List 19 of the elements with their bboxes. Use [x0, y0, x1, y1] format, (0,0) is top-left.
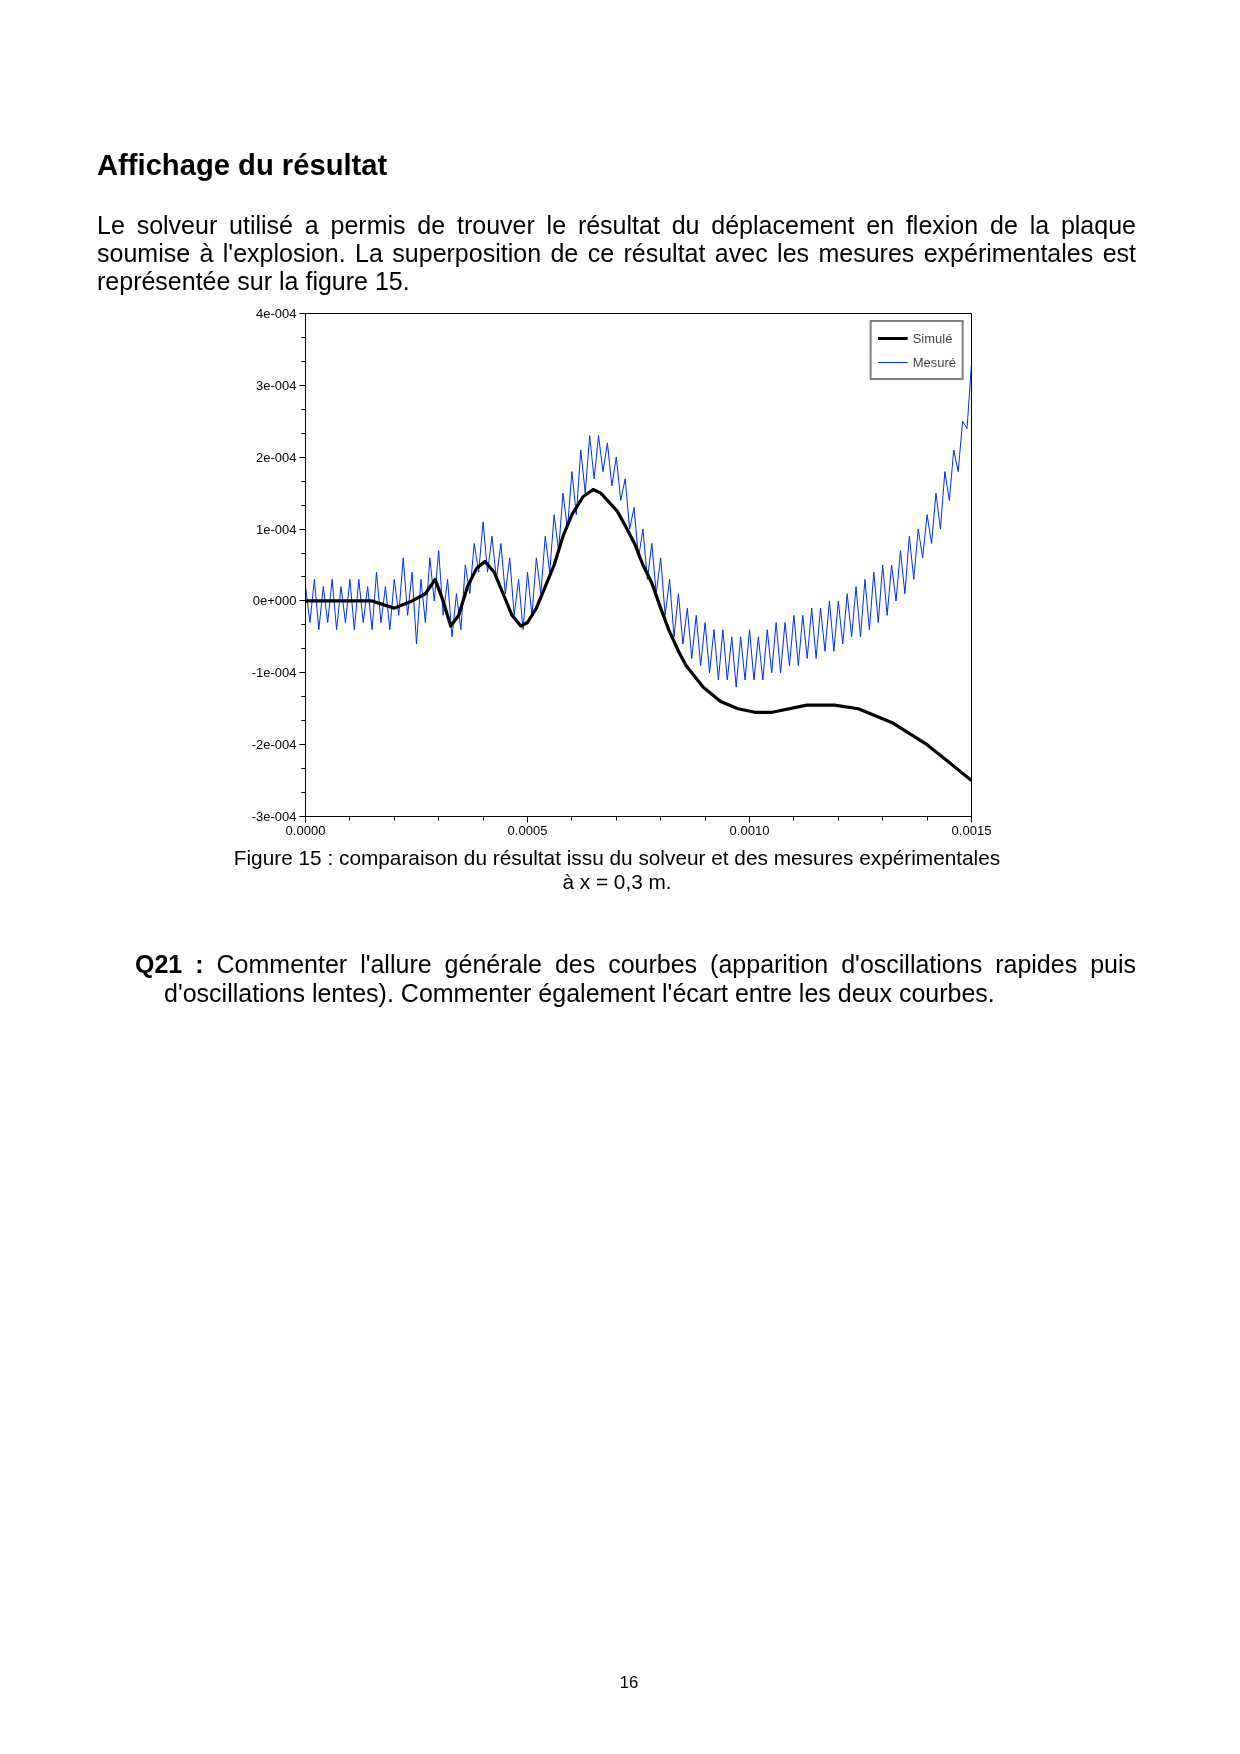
- chart-subtitle: Le solveur utilisé a permis de trouver le résultat du déplacement en flexion de la plaque soumise à l'explosion. La superposition de ce résultat avec les mesures expérimentales est représentée sur la figure 15.: [97, 211, 1136, 295]
- x-tick-label: 0.0000: [285, 822, 326, 838]
- caption: Figure 15 : comparaison du résultat issu du solveur et des mesures expérimentales à x = 0,3 m.: [232, 846, 1002, 894]
- legend-label: Simulé: [912, 330, 953, 346]
- text: Q21 : Commenter l'allure générale des courbes (apparition d'oscillations rapides puis d'oscillations lentes). Commenter également l'écart entre les deux courbes.: [135, 950, 1136, 1008]
- chart-title: Affichage du résultat: [97, 149, 388, 181]
- y-tick-label: 0e+000: [252, 593, 297, 609]
- y-tick-label: -1e-004: [251, 665, 297, 681]
- y-tick-label: -2e-004: [251, 737, 297, 753]
- x-tick-label: 0.0005: [507, 822, 548, 838]
- x-tick-label: 0.0010: [729, 822, 770, 838]
- y-tick-label: 2e-004: [256, 449, 297, 465]
- y-tick-label: -3e-004: [251, 809, 297, 824]
- y-tick-label: 1e-004: [256, 521, 297, 537]
- legend-label: Mesuré: [912, 354, 956, 370]
- y-tick-label: 3e-004: [256, 377, 297, 393]
- text: 16: [619, 1673, 639, 1693]
- y-tick-label: 4e-004: [256, 306, 297, 321]
- x-tick-label: 0.0015: [951, 822, 992, 838]
